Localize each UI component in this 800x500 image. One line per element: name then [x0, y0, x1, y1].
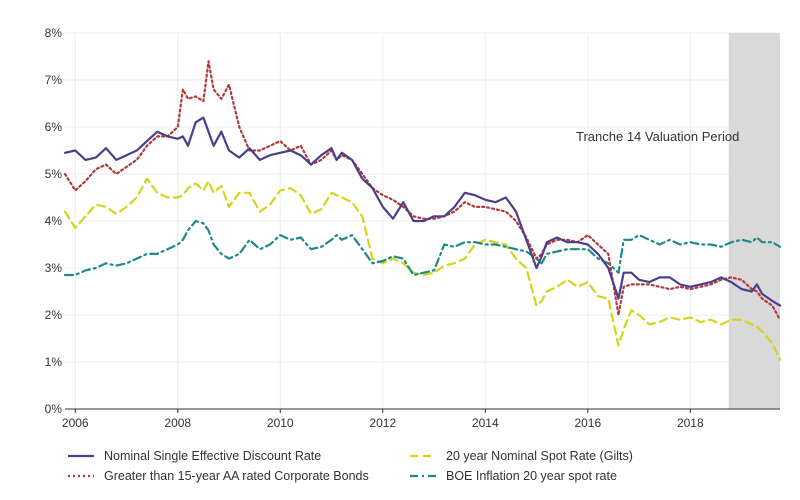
y-tick-label: 1% — [45, 355, 63, 369]
valuation-period-annotation: Tranche 14 Valuation Period — [576, 129, 739, 144]
y-tick-label: 8% — [45, 26, 63, 40]
legend-label-gilts: 20 year Nominal Spot Rate (Gilts) — [446, 449, 633, 463]
valuation-period-rect — [728, 33, 780, 409]
series-line-nominal — [63, 116, 782, 307]
y-tick-label: 2% — [45, 308, 63, 322]
series-line-inflation — [63, 219, 782, 277]
y-tick-label: 0% — [45, 402, 63, 416]
y-tick-label: 6% — [45, 120, 63, 134]
series-line-gilts — [63, 177, 782, 361]
y-tick-label: 3% — [45, 261, 63, 275]
x-tick-label: 2014 — [472, 416, 499, 430]
x-tick-label: 2018 — [677, 416, 704, 430]
x-tick-label: 2008 — [164, 416, 191, 430]
legend-label-corporate: Greater than 15-year AA rated Corporate … — [104, 469, 369, 483]
x-tick-label: 2016 — [574, 416, 601, 430]
x-tick-label: 2010 — [267, 416, 294, 430]
legend: Nominal Single Effective Discount Rate 20… — [68, 449, 633, 483]
y-tick-label: 4% — [45, 214, 63, 228]
x-tick-label: 2006 — [62, 416, 89, 430]
valuation-period-shading — [728, 33, 780, 409]
legend-label-nominal: Nominal Single Effective Discount Rate — [104, 449, 321, 463]
x-tick-label: 2012 — [369, 416, 396, 430]
legend-label-inflation: BOE Inflation 20 year spot rate — [446, 469, 617, 483]
axes: 0% 1% 2% 3% 4% 5% 6% 7% 8% 2006 2008 2010 2012 2014 20… — [45, 26, 780, 430]
y-tick-label: 5% — [45, 167, 63, 181]
series-line-corporate — [63, 60, 782, 321]
y-tick-label: 7% — [45, 73, 63, 87]
series-lines — [63, 60, 782, 361]
